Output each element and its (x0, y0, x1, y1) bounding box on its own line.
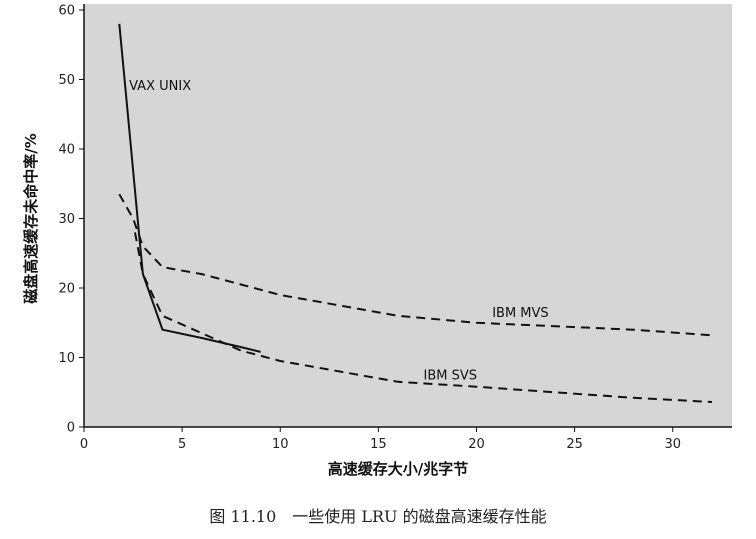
x-tick-label: 0 (80, 437, 88, 452)
series-label-ibm-svs: IBM SVS (424, 369, 478, 384)
series-line-ibm-mvs (118, 193, 713, 337)
figure-caption: 图 11.10 一些使用 LRU 的磁盘高速缓存性能 (209, 507, 547, 526)
x-tick-label: 20 (468, 437, 485, 452)
y-tick-label: 60 (58, 4, 75, 19)
y-tick-label: 10 (58, 351, 75, 366)
x-tick-label: 25 (566, 437, 583, 452)
x-tick-label: 30 (664, 437, 681, 452)
plot-area (84, 4, 732, 427)
y-tick-label: 30 (58, 212, 75, 227)
x-tick-label: 5 (178, 437, 186, 452)
series-label-ibm-mvs: IBM MVS (492, 306, 548, 321)
y-tick-label: 50 (58, 73, 75, 88)
labels: VAX UNIX IBM MVS IBM SVS (129, 79, 549, 384)
y-tick-label: 0 (67, 421, 75, 436)
series-label-vax-unix: VAX UNIX (129, 79, 191, 94)
x-axis-title: 高速缓存大小/兆字节 (328, 460, 468, 478)
axes: 0 5 10 15 20 25 30 0 10 20 30 40 50 60 高速缓存大小/兆字节 磁盘高速缓… (22, 4, 732, 478)
x-tick-label: 15 (370, 437, 387, 452)
y-tick-label: 20 (58, 282, 75, 297)
x-tick-label: 10 (272, 437, 289, 452)
y-axis-title: 磁盘高速缓存未命中率/% (22, 133, 40, 304)
series-layer (118, 23, 713, 403)
y-tick-label: 40 (58, 143, 75, 158)
